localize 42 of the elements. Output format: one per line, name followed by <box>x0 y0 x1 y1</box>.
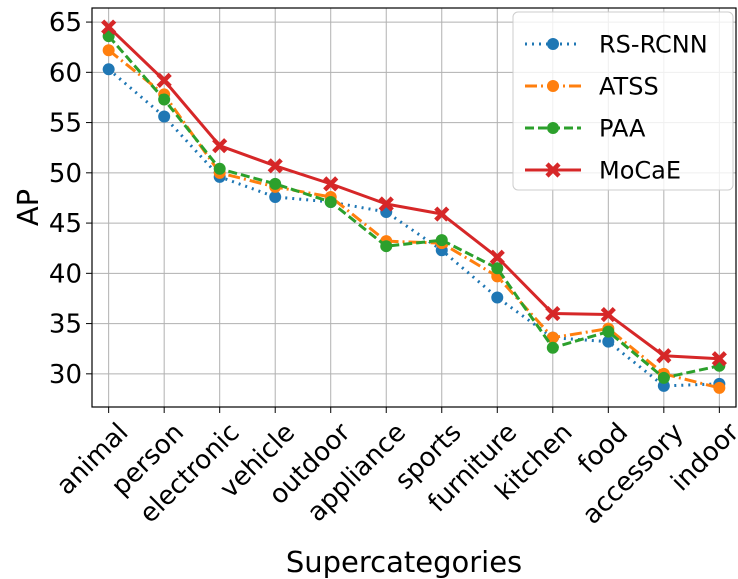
x-axis-title: Supercategories <box>286 545 522 579</box>
point <box>602 326 614 338</box>
y-axis-title: AP <box>11 188 45 226</box>
y-tick-label: 30 <box>48 360 82 390</box>
point <box>600 306 617 323</box>
y-tick-label: 45 <box>48 209 82 240</box>
point <box>713 382 726 394</box>
legend-label: ATSS <box>599 72 659 100</box>
point <box>491 291 504 304</box>
point <box>544 305 562 322</box>
point <box>102 63 115 76</box>
point <box>269 190 282 203</box>
point <box>658 372 670 384</box>
y-tick-label: 55 <box>48 108 82 139</box>
point <box>158 110 170 123</box>
point <box>491 262 504 274</box>
y-tick-label: 35 <box>48 310 82 340</box>
point <box>102 44 115 56</box>
point <box>158 93 170 106</box>
point <box>489 249 506 266</box>
point <box>434 206 450 222</box>
point <box>602 336 614 348</box>
point <box>269 178 282 190</box>
y-tick-label: 40 <box>48 259 82 290</box>
point <box>378 196 394 212</box>
legend-label: PAA <box>599 114 646 142</box>
point <box>211 137 228 154</box>
point <box>546 342 559 354</box>
point <box>266 158 284 174</box>
point <box>380 240 392 252</box>
y-tick-label: 50 <box>48 158 82 189</box>
y-tick-label: 65 <box>48 8 82 38</box>
y-tick-label: 60 <box>48 58 82 88</box>
point <box>436 234 448 246</box>
point <box>711 350 728 368</box>
point <box>656 347 672 364</box>
point <box>156 72 172 89</box>
legend-label: MoCaE <box>599 156 682 184</box>
point <box>322 176 339 192</box>
legend-label: RS-RCNN <box>599 30 708 58</box>
point <box>214 162 226 175</box>
point <box>100 18 117 36</box>
